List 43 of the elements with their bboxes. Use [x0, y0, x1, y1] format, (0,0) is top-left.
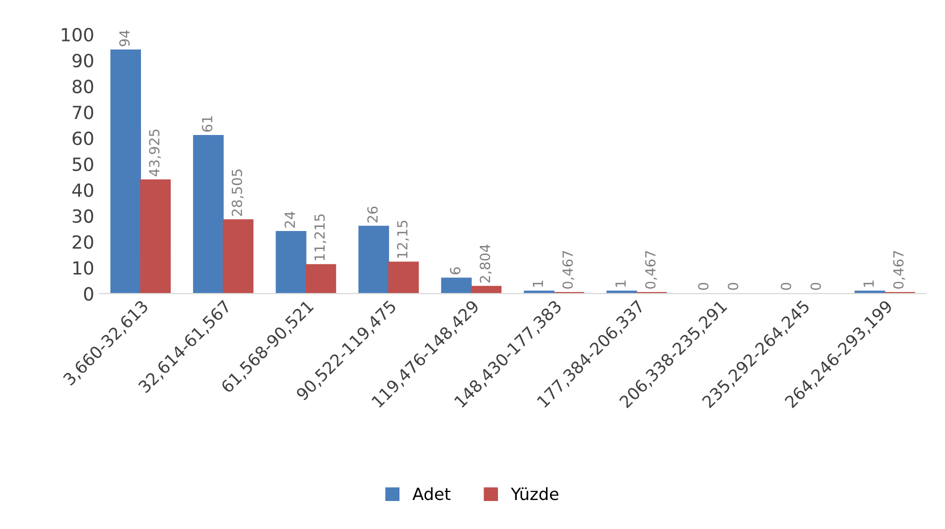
- data-label: 61: [202, 116, 212, 132]
- data-label: 0,467: [562, 251, 574, 289]
- bar: [306, 264, 336, 294]
- y-tick-label: 80: [72, 80, 94, 94]
- bar: [193, 135, 224, 294]
- y-tick-label: 90: [72, 54, 94, 68]
- bar: [110, 50, 141, 294]
- data-label: 1: [532, 280, 543, 287]
- y-tick-label: 0: [84, 287, 94, 301]
- y-tick-label: 50: [72, 157, 94, 172]
- bar: [222, 219, 254, 294]
- data-label: 0: [810, 282, 821, 290]
- legend-label: Adet: [412, 487, 450, 500]
- bar: [388, 262, 419, 294]
- data-label: 0: [698, 282, 709, 290]
- legend-label: Yüzde: [510, 487, 558, 500]
- y-tick-label: 10: [73, 261, 94, 275]
- bar: [470, 286, 502, 294]
- data-label: 2,804: [480, 244, 492, 283]
- data-label: 24: [284, 212, 295, 228]
- data-label: 94: [119, 30, 130, 46]
- data-label: 0,467: [645, 251, 658, 289]
- data-label: 1: [616, 280, 626, 287]
- data-label: 26: [367, 206, 378, 222]
- data-label: 0,467: [893, 251, 906, 289]
- data-label: 6: [450, 267, 460, 274]
- data-label: 0: [728, 282, 738, 290]
- data-label: 0: [780, 282, 792, 290]
- y-tick-label: 70: [72, 106, 94, 120]
- y-tick-label: 30: [72, 209, 94, 223]
- data-label: 11,215: [314, 214, 326, 260]
- data-label: 43,925: [148, 130, 161, 176]
- y-tick-label: 20: [72, 235, 94, 249]
- bar: [358, 226, 390, 294]
- data-label: 1: [864, 280, 874, 287]
- y-tick-label: 100: [62, 28, 94, 42]
- bar: [441, 278, 472, 294]
- data-label: 12,15: [397, 220, 409, 258]
- data-label: 28,505: [232, 170, 244, 216]
- y-tick-label: 40: [72, 183, 94, 198]
- bar: [140, 179, 171, 294]
- y-tick-label: 60: [72, 132, 94, 146]
- bar: [276, 230, 306, 294]
